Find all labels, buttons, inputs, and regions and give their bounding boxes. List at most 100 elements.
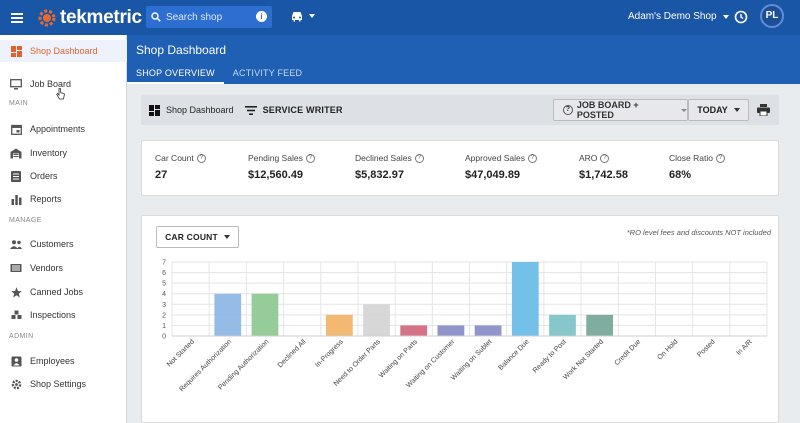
y-tick-label: 0: [162, 334, 166, 341]
sidebar-item-label: Customers: [30, 239, 74, 249]
stat-label: Car Count: [155, 153, 194, 163]
sidebar-item-customers[interactable]: Customers: [0, 233, 127, 255]
sidebar-item-canned-jobs[interactable]: Canned Jobs: [0, 281, 127, 303]
sidebar-item-label: Reports: [30, 194, 62, 204]
bar: [437, 325, 465, 336]
x-tick-label: Work Not Started: [562, 338, 605, 381]
sidebar-item-label: Shop Dashboard: [30, 46, 98, 56]
sidebar-item-inventory[interactable]: Inventory: [0, 142, 127, 164]
stat-value: $5,832.97: [355, 169, 404, 181]
stat-label: Close Ratio: [669, 153, 713, 163]
car-icon: [292, 12, 302, 22]
x-tick-label: Not Started: [166, 338, 196, 368]
period-dropdown[interactable]: TODAY: [688, 99, 749, 121]
sidebar-item-appointments[interactable]: Appointments: [0, 118, 127, 140]
sidebar-item-label: Orders: [30, 171, 58, 181]
sidebar-item-inspections[interactable]: Inspections: [0, 304, 127, 326]
people-icon: [9, 239, 23, 249]
shop-dashboard-toggle[interactable]: Shop Dashboard: [149, 104, 234, 116]
bar: [214, 293, 242, 336]
dashboard-toolbar: Shop Dashboard SERVICE WRITER ? JOB BOAR…: [141, 95, 779, 125]
sidebar-item-orders[interactable]: Orders: [0, 165, 127, 187]
stat-value: 27: [155, 169, 168, 181]
avatar[interactable]: PL: [760, 4, 784, 28]
stat-value: $47,049.89: [465, 169, 521, 181]
shop-selector[interactable]: Adam's Demo Shop: [628, 11, 729, 22]
search-placeholder: Search shop: [166, 11, 223, 23]
mouse-cursor-icon: [56, 88, 65, 100]
x-tick-label: Posted: [696, 338, 716, 358]
sidebar-item-label: Employees: [30, 356, 75, 366]
y-tick-label: 3: [162, 302, 166, 309]
stat-pending-sales: Pending Sales? $12,560.49: [248, 153, 315, 181]
x-tick-label: Ready to Post: [532, 338, 568, 374]
y-tick-label: 5: [162, 281, 166, 288]
clock-icon[interactable]: [734, 10, 748, 29]
sidebar-item-reports[interactable]: Reports: [0, 188, 127, 210]
stat-label: ARO: [579, 153, 598, 163]
logo-text: tekmetric: [60, 6, 142, 28]
star-icon: [9, 286, 23, 298]
settings-icon: [9, 379, 23, 390]
help-icon[interactable]: ?: [414, 153, 424, 163]
chevron-down-icon: [722, 14, 729, 19]
bar: [251, 293, 279, 336]
tab-bar: SHOP OVERVIEW ACTIVITY FEED: [127, 65, 311, 84]
x-tick-label: On Hold: [656, 338, 679, 361]
bar: [586, 314, 614, 336]
stat-declined-sales: Declined Sales? $5,832.97: [355, 153, 424, 181]
bar: [325, 314, 353, 336]
y-tick-label: 2: [162, 312, 166, 319]
help-icon[interactable]: ?: [600, 153, 610, 163]
sidebar-item-label: Inspections: [30, 310, 76, 320]
stat-label: Declined Sales: [355, 153, 412, 163]
sidebar-item-label: Vendors: [30, 263, 64, 273]
info-icon[interactable]: i: [256, 11, 267, 22]
print-icon[interactable]: [757, 103, 770, 121]
logo[interactable]: tekmetric: [36, 0, 142, 35]
stats-card: Car Count? 27 Pending Sales? $12,560.49 …: [141, 140, 779, 196]
tab-shop-overview[interactable]: SHOP OVERVIEW: [127, 65, 224, 84]
sidebar-item-shop-dashboard[interactable]: Shop Dashboard: [0, 40, 127, 62]
tab-activity-feed[interactable]: ACTIVITY FEED: [232, 68, 303, 78]
calendar-icon: [9, 124, 23, 135]
top-bar: tekmetric Search shop i Adam's Demo Shop…: [0, 0, 800, 35]
bar: [363, 304, 390, 336]
bar: [549, 314, 576, 336]
help-icon[interactable]: ?: [563, 105, 573, 115]
sidebar-section-admin: ADMIN: [9, 333, 34, 340]
shop-dashboard-label: Shop Dashboard: [166, 105, 234, 115]
stat-label: Approved Sales: [465, 153, 526, 163]
menu-icon[interactable]: [0, 0, 34, 35]
monitor-icon: [9, 78, 23, 90]
x-tick-label: In A/R: [735, 338, 753, 356]
help-icon[interactable]: ?: [528, 153, 538, 163]
sidebar-item-employees[interactable]: Employees: [0, 350, 127, 372]
x-tick-label: Balance Due: [497, 338, 530, 371]
vehicle-menu-button[interactable]: [290, 10, 315, 22]
metric-dropdown[interactable]: CAR COUNT: [156, 226, 239, 248]
help-icon[interactable]: ?: [196, 153, 206, 163]
sidebar-item-job-board[interactable]: Job Board: [0, 73, 127, 95]
sidebar-item-shop-settings[interactable]: Shop Settings: [0, 373, 127, 395]
stat-value: $1,742.58: [579, 169, 628, 181]
x-tick-label: Waiting on Sublet: [450, 338, 494, 382]
sidebar-section-manage: MANAGE: [9, 217, 42, 224]
sidebar-item-vendors[interactable]: Vendors: [0, 257, 127, 279]
sidebar-section-main: MAIN: [9, 100, 29, 107]
chevron-down-icon: [223, 235, 230, 239]
search-input[interactable]: Search shop i: [146, 6, 272, 28]
help-icon[interactable]: ?: [305, 153, 315, 163]
job-board-dropdown[interactable]: ? JOB BOARD + POSTED: [553, 99, 688, 121]
chevron-down-icon: [681, 108, 687, 112]
y-tick-label: 6: [162, 270, 166, 277]
bar: [474, 325, 502, 336]
tekmetric-gear-icon: [38, 9, 56, 26]
period-label: TODAY: [697, 105, 728, 115]
help-icon[interactable]: ?: [715, 153, 725, 163]
chart-note: *RO level fees and discounts NOT include…: [626, 228, 771, 237]
employees-icon: [9, 356, 23, 367]
service-writer-filter[interactable]: SERVICE WRITER: [244, 105, 343, 115]
metric-label: CAR COUNT: [165, 232, 218, 242]
